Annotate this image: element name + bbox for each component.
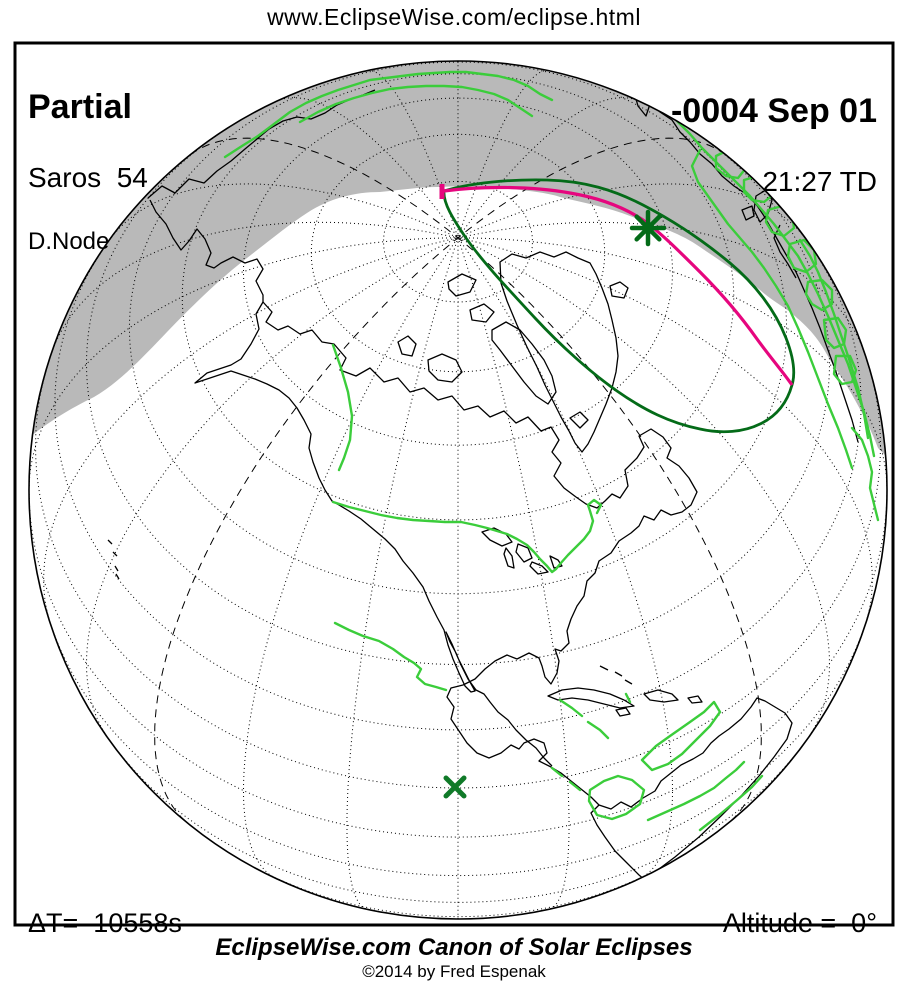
altitude-label: Altitude = 0° — [722, 908, 877, 939]
globe-outline — [28, 60, 888, 920]
magnitude-label: Mag. = 0.1850 — [704, 999, 877, 1004]
gamma-label: Gam. = 1.4532 — [28, 999, 207, 1004]
altitude-block: Altitude = 0° Mag. = 0.1850 — [704, 848, 877, 1004]
eclipse-overlays — [439, 178, 796, 799]
saros-label: Saros 54 — [28, 161, 148, 193]
subsolar-point-marker — [443, 775, 467, 799]
eclipse-time-label: 21:27 TD — [762, 165, 877, 197]
eclipse-date-label: -0004 Sep 01 — [670, 91, 877, 130]
political-borders — [223, 70, 880, 832]
eclipse-type-label: Partial — [28, 87, 132, 126]
max-eclipse-curve — [443, 185, 794, 386]
eclipse-date-block: -0004 Sep 01 21:27 TD — [671, 56, 877, 233]
site-url-label: www.EclipseWise.com/eclipse.html — [267, 4, 641, 30]
penumbra-limit-curve — [442, 178, 796, 434]
copyright-label: ©2014 by Fred Espenak — [362, 962, 546, 981]
graticule — [29, 61, 887, 919]
coastlines — [107, 77, 859, 907]
node-label: D.Node — [28, 227, 110, 255]
eclipse-type-block: Partial Saros 54 D.Node — [28, 52, 148, 292]
delta-t-block: ΔT= 10558s Gam. = 1.4532 — [28, 848, 207, 1004]
canon-title-label: EclipseWise.com Canon of Solar Eclipses — [215, 934, 693, 961]
delta-t-label: ΔT= 10558s — [28, 908, 182, 939]
greatest-eclipse-marker — [629, 209, 667, 247]
